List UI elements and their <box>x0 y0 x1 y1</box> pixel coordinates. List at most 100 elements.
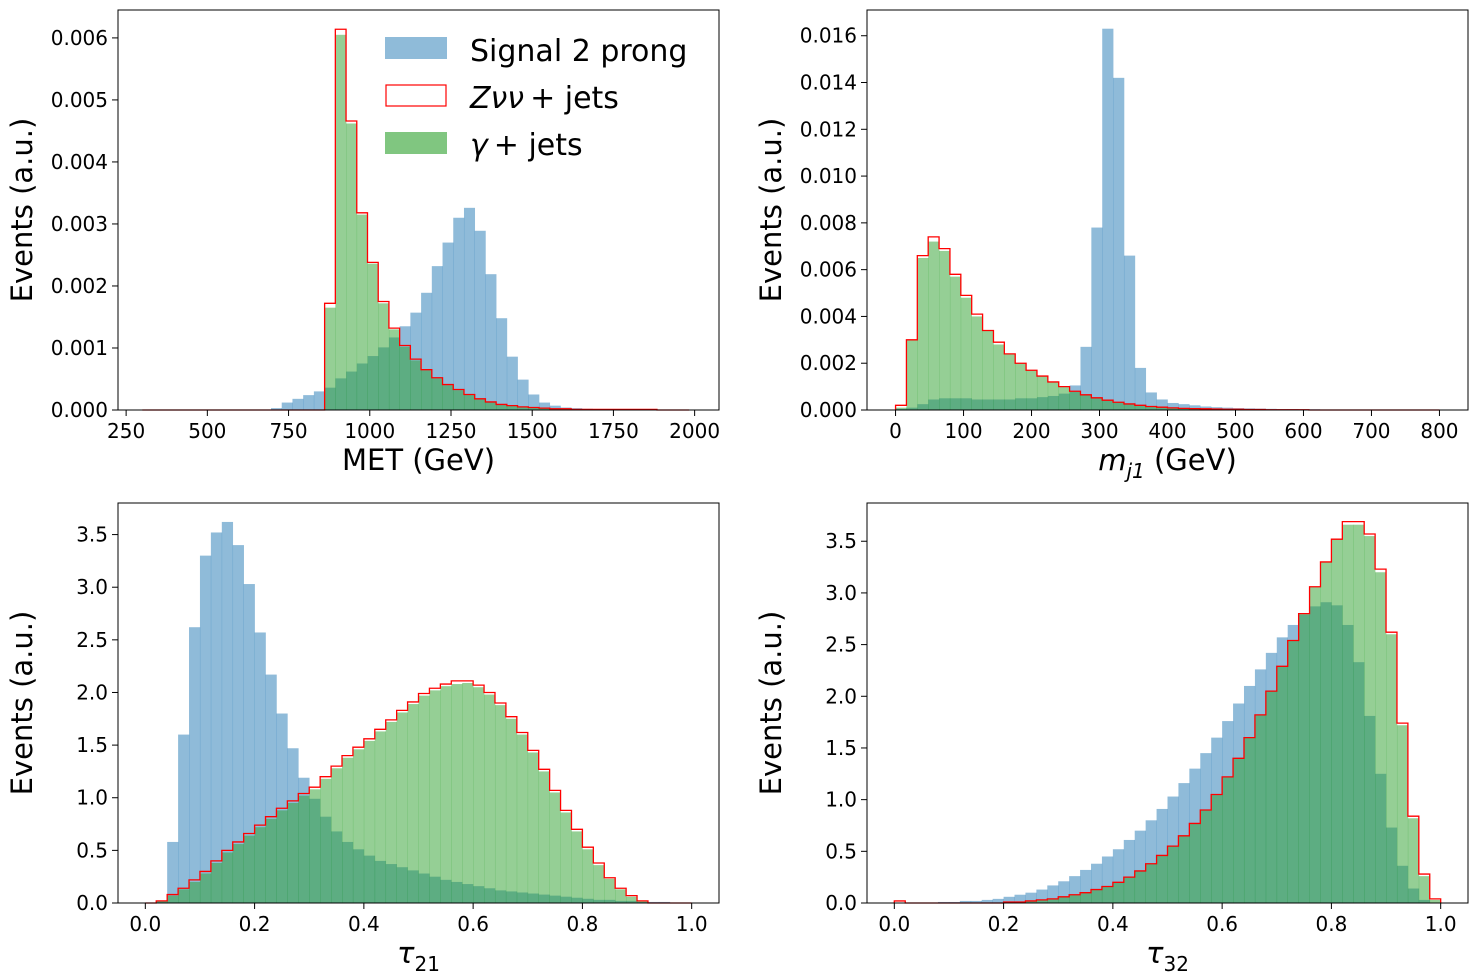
bar-gamma-tau32-30 <box>1222 776 1234 903</box>
legend-label-gamma: γ + jets <box>470 128 583 163</box>
bar-signal-met-28 <box>442 242 454 410</box>
bar-gamma-tau21-6 <box>210 863 223 903</box>
bar-signal-tau32-11 <box>1014 894 1026 903</box>
bar-gamma-mj1-21 <box>1123 404 1136 410</box>
ylabel-tau21: Events (a.u.) <box>5 611 39 796</box>
bar-gamma-tau32-46 <box>1396 725 1409 903</box>
bar-signal-met-36 <box>528 394 540 410</box>
bar-gamma-met-35 <box>517 406 529 410</box>
bar-gamma-mj1-13 <box>1036 376 1049 410</box>
bar-gamma-tau21-11 <box>265 818 277 903</box>
bar-gamma-tau32-13 <box>1036 899 1048 903</box>
ytick-label-tau32-4: 2.0 <box>825 684 857 708</box>
legend-swatch-zvv <box>385 84 447 107</box>
bar-gamma-mj1-23 <box>1145 406 1157 410</box>
bar-signal-tau32-14 <box>1047 885 1059 903</box>
bar-gamma-mj1-17 <box>1080 395 1092 410</box>
xtick-label-tau21-1: 0.2 <box>239 912 271 936</box>
bar-gamma-tau32-37 <box>1298 613 1310 903</box>
bar-gamma-tau21-25 <box>418 695 430 903</box>
bar-gamma-tau32-12 <box>1025 900 1037 903</box>
bar-gamma-mj1-0 <box>895 407 907 410</box>
bar-gamma-tau21-3 <box>178 889 190 903</box>
bar-gamma-met-18 <box>335 34 347 410</box>
bar-signal-tau21-5 <box>199 555 212 903</box>
chart-met: 250 500 750 1000 1250 1500 1750 2000 0.000 0.001 0… <box>5 9 720 477</box>
ytick-label-mj1-1: 0.002 <box>800 351 857 375</box>
legend-label-zvv-suffix: + jets <box>530 81 619 116</box>
bar-gamma-tau32-42 <box>1353 524 1365 903</box>
ylabel-mj1: Events (a.u.) <box>754 118 788 303</box>
series-gamma-tau21 <box>156 683 649 903</box>
bar-signal-met-33 <box>496 318 508 410</box>
bar-gamma-tau21-2 <box>167 895 179 903</box>
bar-gamma-met-21 <box>367 263 379 410</box>
bar-gamma-tau32-20 <box>1112 882 1125 903</box>
bar-gamma-tau32-28 <box>1200 809 1212 903</box>
bar-gamma-tau21-19 <box>352 749 365 903</box>
ytick-label-tau32-1: 0.5 <box>825 839 857 863</box>
bar-gamma-tau32-44 <box>1375 572 1387 903</box>
bar-gamma-met-33 <box>496 404 508 410</box>
ytick-label-tau32-0: 0.0 <box>825 891 857 915</box>
series-zvv-step-tau32 <box>893 520 1442 904</box>
bar-gamma-mj1-2 <box>917 257 929 410</box>
bar-signal-mj1-23 <box>1145 392 1157 410</box>
bar-gamma-mj1-22 <box>1134 405 1147 410</box>
ytick-label-tau32-7: 3.5 <box>825 529 857 553</box>
bar-signal-tau32-22 <box>1134 830 1146 903</box>
bar-gamma-tau21-13 <box>287 803 299 903</box>
bar-signal-mj1-22 <box>1134 367 1147 410</box>
bar-gamma-met-22 <box>378 303 390 410</box>
bar-gamma-tau21-9 <box>243 835 255 903</box>
bar-signal-met-32 <box>485 274 497 410</box>
bar-signal-tau32-19 <box>1101 856 1114 903</box>
xlabel-part-tau32-1: 32 <box>1164 952 1189 976</box>
xtick-label-met-2: 750 <box>269 419 307 443</box>
bar-signal-tau32-18 <box>1091 863 1103 903</box>
bar-signal-met-14 <box>292 398 304 410</box>
bar-gamma-mj1-3 <box>928 241 940 410</box>
bar-signal-tau32-8 <box>981 899 993 903</box>
bar-signal-mj1-17 <box>1080 346 1092 410</box>
bar-signal-tau32-7 <box>970 900 983 903</box>
bar-gamma-tau21-12 <box>276 810 288 903</box>
bar-signal-met-12 <box>271 408 283 410</box>
bar-gamma-tau21-7 <box>221 852 234 903</box>
ytick-label-met-2: 0.002 <box>51 274 108 298</box>
ytick-label-tau21-6: 3.0 <box>76 575 108 599</box>
bar-signal-tau32-6 <box>959 900 972 903</box>
xtick-label-met-5: 1500 <box>507 419 558 443</box>
xtick-label-mj1-2: 200 <box>1012 419 1050 443</box>
bar-gamma-mj1-26 <box>1178 408 1190 410</box>
xtick-label-mj1-4: 400 <box>1148 419 1186 443</box>
ytick-label-tau32-5: 2.5 <box>825 633 857 657</box>
ytick-label-mj1-8: 0.016 <box>800 24 857 48</box>
bar-gamma-tau21-1 <box>156 900 168 903</box>
bar-gamma-mj1-9 <box>993 344 1005 410</box>
bar-gamma-tau32-41 <box>1342 524 1354 903</box>
bar-gamma-tau32-31 <box>1233 758 1245 903</box>
bar-signal-tau32-17 <box>1080 869 1092 903</box>
bar-gamma-mj1-19 <box>1102 400 1114 410</box>
bar-gamma-tau21-29 <box>462 683 474 903</box>
bar-signal-tau21-6 <box>210 532 223 903</box>
ytick-label-tau21-2: 1.0 <box>76 786 108 810</box>
bar-gamma-tau32-45 <box>1386 634 1398 903</box>
bar-signal-mj1-26 <box>1178 404 1190 410</box>
bar-gamma-met-36 <box>528 407 540 410</box>
ytick-label-tau21-5: 2.5 <box>76 628 108 652</box>
ytick-label-mj1-3: 0.006 <box>800 258 857 282</box>
bar-gamma-tau21-36 <box>538 771 550 903</box>
bar-gamma-met-20 <box>356 214 368 410</box>
bar-gamma-tau21-31 <box>484 694 496 903</box>
xtick-label-tau32-2: 0.4 <box>1097 912 1129 936</box>
bar-gamma-tau21-39 <box>571 831 583 903</box>
axes-frame-met <box>117 9 720 411</box>
bar-signal-tau32-23 <box>1145 820 1157 903</box>
bar-gamma-mj1-20 <box>1113 402 1125 410</box>
bar-signal-met-26 <box>421 292 433 410</box>
bar-gamma-tau32-16 <box>1069 894 1081 903</box>
bar-gamma-tau21-16 <box>320 778 332 903</box>
